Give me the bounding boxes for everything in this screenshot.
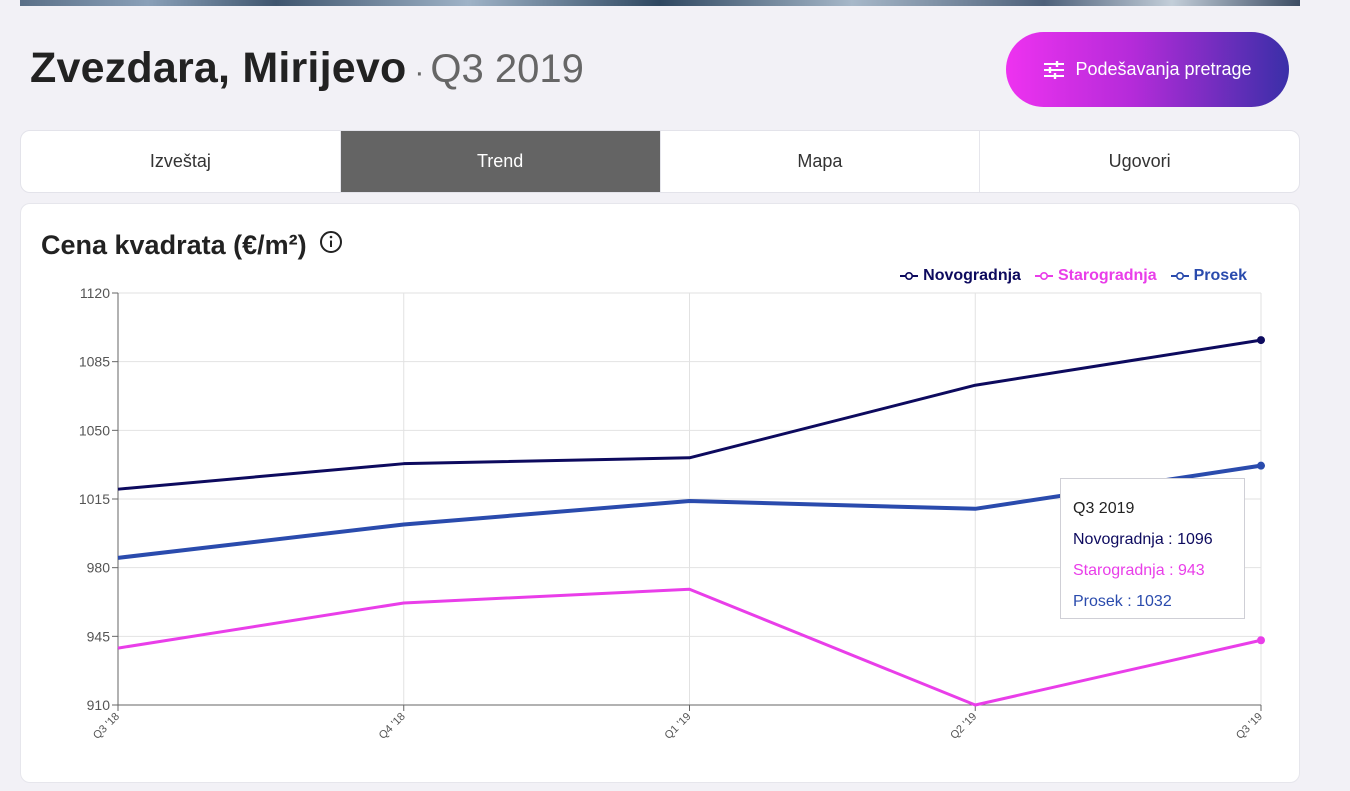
area-name: Zvezdara, Mirijevo — [30, 44, 407, 92]
sliders-icon — [1043, 60, 1065, 80]
legend-item-starogradnja[interactable]: Starogradnja — [1034, 267, 1157, 285]
chart-title: Cena kvadrata (€/m²) — [41, 228, 343, 262]
title-separator: · — [414, 56, 425, 89]
legend-label: Starogradnja — [1057, 267, 1157, 284]
legend-item-novogradnja[interactable]: Novogradnja — [900, 267, 1021, 285]
x-tick-label: Q1 '19 — [662, 711, 693, 742]
y-tick-label: 1085 — [79, 354, 110, 370]
y-tick-label: 980 — [87, 560, 111, 576]
tooltip-row-starogradnja: Starogradnja : 943 — [1073, 562, 1205, 579]
tooltip-title: Q3 2019 — [1073, 500, 1135, 517]
search-settings-button[interactable]: Podešavanja pretrage — [1006, 32, 1289, 107]
y-tick-label: 1015 — [79, 491, 110, 507]
tab-trend[interactable]: Trend — [340, 131, 661, 192]
x-tick-label: Q4 '18 — [377, 711, 408, 742]
y-tick-label: 910 — [87, 697, 111, 713]
legend-label: Novogradnja — [923, 267, 1021, 284]
y-tick-label: 945 — [87, 628, 111, 644]
active-point-novogradnja — [1257, 336, 1265, 345]
tab-ugovori[interactable]: Ugovori — [1108, 151, 1171, 171]
legend-item-prosek[interactable]: Prosek — [1170, 267, 1247, 285]
x-tick-label: Q3 '18 — [91, 711, 122, 742]
chart-card: 910 945 980 1015 1050 1085 1120 Q3 '18 Q4 '18 Q1 … — [20, 203, 1300, 783]
tooltip-row-novogradnja: Novogradnja : 1096 — [1073, 531, 1213, 548]
period-label: Q3 2019 — [430, 47, 584, 91]
legend-marker-icon — [900, 271, 919, 281]
y-tick-label: 1050 — [79, 422, 110, 438]
series-line-starogradnja — [117, 587, 1262, 707]
x-tick-label: Q3 '19 — [1234, 711, 1265, 742]
tooltip-row-prosek: Prosek : 1032 — [1073, 593, 1172, 610]
tab-izvestaj[interactable]: Izveštaj — [21, 131, 341, 192]
legend-marker-icon — [1170, 271, 1189, 281]
legend-label: Prosek — [1193, 267, 1247, 284]
series-line-novogradnja — [117, 338, 1262, 491]
info-icon[interactable] — [319, 230, 343, 261]
x-tick-label: Q2 '19 — [948, 711, 979, 742]
search-settings-label: Podešavanja pretrage — [1075, 59, 1252, 79]
header-banner-image — [20, 0, 1300, 6]
legend-marker-icon — [1034, 271, 1053, 281]
page-title: Zvezdara, Mirijevo · Q3 2019 — [30, 44, 584, 94]
chart-legend: Novogradnja Starogradnja Prosek — [900, 267, 1247, 285]
active-point-prosek — [1257, 461, 1265, 470]
y-tick-label: 1120 — [80, 285, 110, 301]
chart-tooltip: Q3 2019 Novogradnja : 1096 Starogradnja … — [1060, 478, 1245, 619]
active-point-starogradnja — [1257, 636, 1265, 645]
tab-bar: Izveštaj Trend Mapa Ugovori — [20, 130, 1300, 193]
tab-mapa[interactable]: Mapa — [661, 131, 981, 192]
chart-title-text: Cena kvadrata (€/m²) — [41, 229, 307, 260]
